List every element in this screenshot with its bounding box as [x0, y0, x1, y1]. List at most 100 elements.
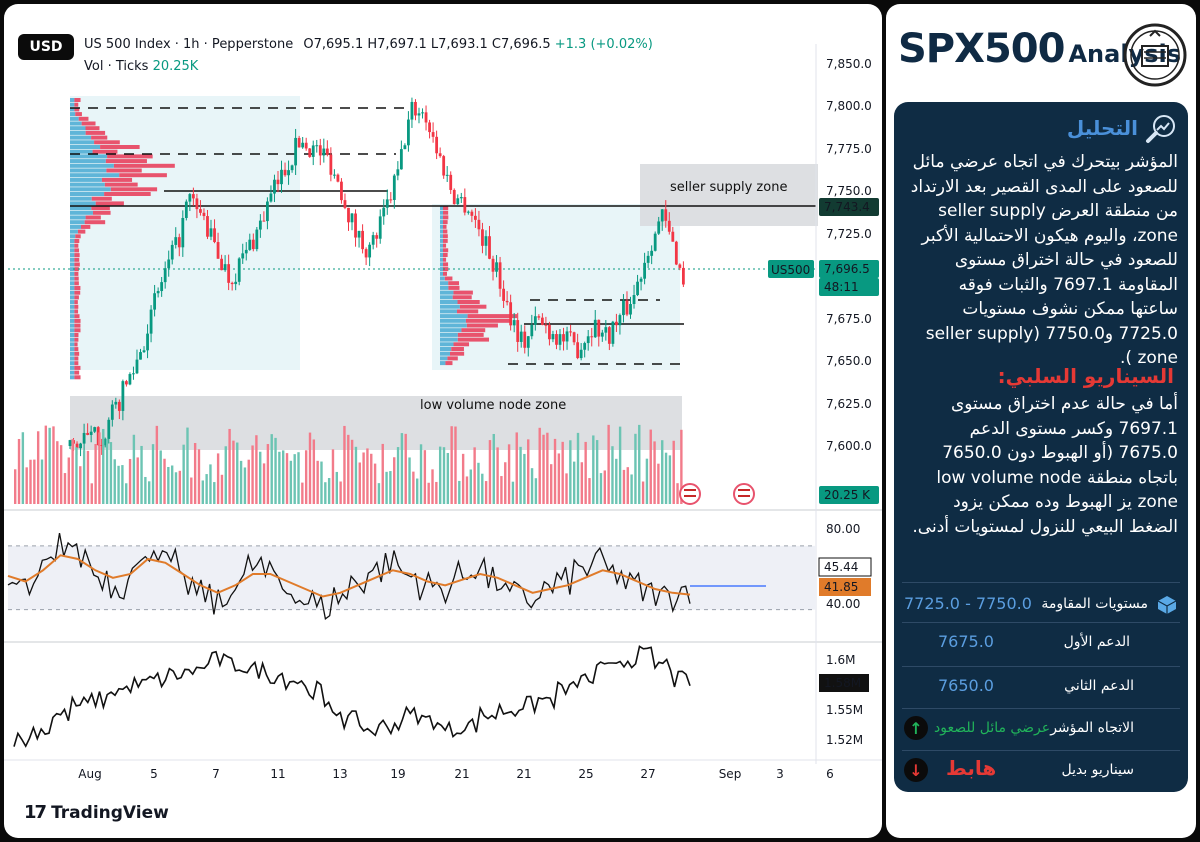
volume-profile-bar [70, 262, 75, 267]
cvd-tick-label: 1.6M [826, 653, 855, 667]
volume-profile-bar [70, 163, 114, 168]
candle-body [273, 179, 276, 194]
volume-profile-bar [440, 276, 445, 281]
price-badge-text: 48:11 [824, 280, 859, 294]
candle-body [170, 244, 174, 260]
volume-bar [366, 448, 369, 504]
volume-profile-bar [74, 290, 81, 295]
candle-body [417, 113, 421, 116]
candle-body [607, 327, 611, 344]
volume-profile-bar [74, 243, 79, 248]
candle-body [456, 198, 460, 205]
volume-profile-bar [92, 149, 118, 154]
candle-body [262, 220, 266, 222]
volume-bar [52, 426, 55, 504]
volume-bar [44, 425, 48, 504]
symbol-info[interactable]: US 500 Index · 1h · Pepperstone O7,695.1… [84, 37, 653, 52]
candle-body [572, 332, 576, 343]
candle-body [357, 230, 361, 238]
volume-bar [668, 455, 672, 504]
volume-bar [638, 424, 641, 504]
candle-body [512, 320, 516, 326]
volume-profile-bar [443, 206, 449, 210]
volume-bar [86, 450, 90, 504]
volume-bar [308, 432, 312, 504]
analysis-text: المؤشر بيتحرك في اتجاه عرضي مائل للصعود … [910, 152, 1178, 368]
volume-bar [611, 446, 614, 504]
low-value: L7,693.1 [430, 37, 488, 52]
divider [902, 666, 1180, 667]
candle-body [223, 264, 227, 271]
volume-profile-bar [85, 215, 101, 220]
volume-info[interactable]: Vol · Ticks 20.25K [84, 59, 198, 74]
volume-profile-bar [70, 290, 75, 295]
candle-body [304, 142, 308, 149]
candle-body [258, 220, 262, 230]
candle-body [551, 334, 555, 340]
candle-body [615, 321, 618, 326]
volume-bar [450, 426, 453, 504]
candle-body [481, 229, 484, 246]
candle-body [650, 250, 654, 256]
y-tick-label: 7,775.0 [826, 142, 872, 156]
osc-line-main [7, 532, 691, 621]
osc-line-signal [7, 554, 691, 598]
price-badge-text: 7,743.4 [824, 200, 870, 214]
price-chart[interactable]: 7,850.0 7,800.0 7,775.0 7,750.0 7,725.0 7,675… [4, 4, 882, 838]
volume-profile-bar [443, 238, 448, 243]
candle-body [132, 373, 135, 375]
analysis-panel: SPX500 Analysis التحليل المؤشر بيتحرك في … [886, 4, 1196, 838]
volume-bar [224, 446, 227, 504]
volume-profile-bar [70, 140, 95, 145]
volume-profile-bar [74, 276, 79, 281]
volume-profile-bar [110, 187, 158, 192]
volume-profile-bar [85, 130, 106, 135]
volume-bar [592, 435, 595, 504]
currency-badge[interactable]: USD [18, 34, 74, 60]
volume-profile-bar [119, 173, 167, 178]
volume-bar [630, 474, 633, 504]
candle-body [368, 244, 372, 258]
volume-bar [465, 476, 469, 504]
candle-body [632, 295, 636, 305]
y-tick-label: 7,750.0 [826, 184, 872, 198]
volume-profile-bar [440, 206, 443, 210]
volume-profile-bar [440, 262, 443, 267]
tradingview-logo[interactable]: 17 TradingView [24, 802, 169, 823]
volume-bar [316, 460, 319, 504]
candle-body [301, 142, 305, 148]
volume-profile-bar [74, 356, 79, 361]
volume-profile-bar [70, 365, 75, 370]
volume-profile-bar [74, 370, 80, 375]
volume-bar [33, 459, 36, 504]
volume-profile-bar [70, 168, 107, 173]
candle-body [139, 352, 142, 360]
volume-profile-bar [74, 262, 80, 267]
volume-bar [504, 462, 507, 504]
candle-body [184, 201, 188, 218]
volume-bar [247, 459, 250, 504]
volume-bar [285, 453, 289, 504]
volume-bar [148, 481, 151, 504]
volume-bar [507, 444, 511, 504]
candle-body [509, 302, 513, 326]
volume-profile-bar [94, 140, 120, 145]
volume-bar [557, 453, 561, 504]
candle-body [636, 281, 639, 296]
volume-profile-bar [440, 234, 443, 239]
volume-bar [21, 432, 25, 504]
volume-bar [94, 443, 97, 504]
volume-bar [500, 476, 503, 504]
volume-profile-bar [70, 98, 75, 102]
candle-body [75, 443, 79, 449]
analysis-box: التحليل المؤشر بيتحرك في اتجاه عرضي مائل… [894, 102, 1188, 792]
volume-bar [324, 482, 327, 504]
volume-profile-bar [440, 210, 443, 215]
volume-profile-bar [449, 351, 465, 356]
candle-body [523, 331, 527, 348]
candle-body [125, 381, 128, 385]
volume-bar [190, 477, 193, 504]
candle-body [142, 350, 146, 353]
volume-profile-bar [440, 215, 443, 220]
volume-profile-bar [74, 333, 79, 337]
